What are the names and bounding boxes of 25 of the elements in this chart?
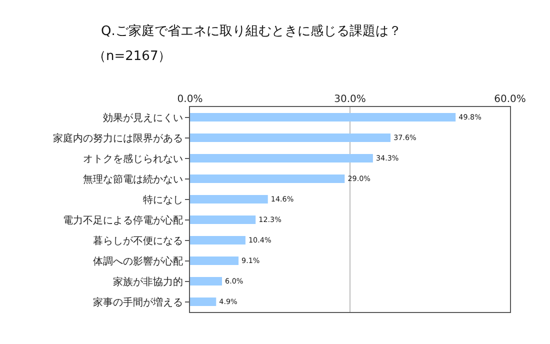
y-tick-label: 家庭内の努力には限界がある: [53, 132, 183, 144]
bar: [190, 215, 256, 224]
y-tick-label: 電力不足による停電が心配: [63, 214, 183, 226]
x-tick-label: 60.0%: [494, 94, 526, 105]
bar: [190, 112, 456, 122]
y-tick-label: 無理な節電は続かない: [83, 173, 183, 186]
bar: [190, 194, 268, 204]
chart-subtitle: （n=2167）: [93, 49, 172, 64]
bar: [190, 297, 216, 306]
chart-title: Q.ご家庭で省エネに取り組むときに感じる課題は？: [101, 23, 402, 39]
y-tick-label: 家事の手間が増える: [93, 296, 183, 308]
bar: [190, 133, 391, 142]
bar: [190, 174, 345, 184]
y-tick-label: 特になし: [143, 194, 183, 206]
y-tick-label: 体調への影響が心配: [93, 255, 183, 268]
y-tick-label: 暮らしが不便になる: [93, 234, 183, 247]
bar: [190, 276, 222, 286]
bar: [190, 154, 373, 163]
x-tick-label: 0.0%: [177, 94, 203, 105]
bar: [190, 256, 239, 266]
bar: [190, 236, 246, 245]
y-tick-label: 効果が見えにくい: [103, 112, 183, 124]
y-tick-label: オトクを感じられない: [83, 152, 183, 165]
y-tick-label: 家族が非協力的: [113, 276, 183, 288]
x-tick-label: 30.0%: [334, 94, 366, 105]
